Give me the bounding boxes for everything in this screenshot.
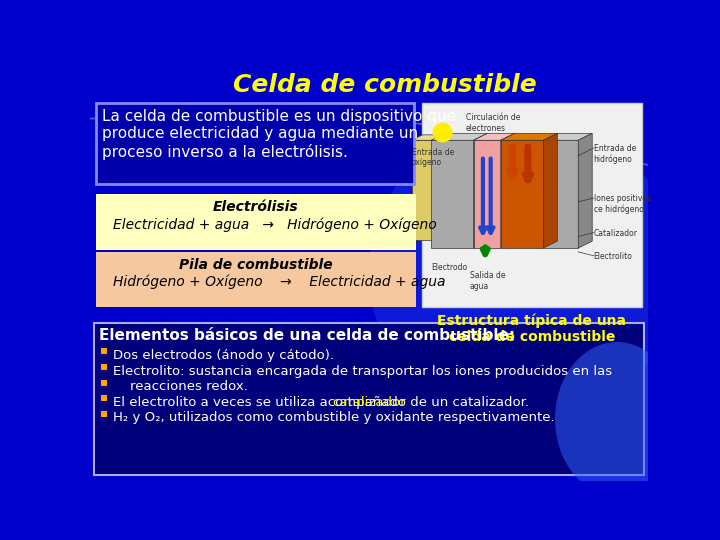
- Text: reacciones redox.: reacciones redox.: [113, 381, 248, 394]
- Text: La celda de combustible es un dispositivo que
produce electricidad y agua median: La celda de combustible es un dispositiv…: [102, 109, 456, 160]
- Polygon shape: [431, 140, 474, 248]
- Text: Electrodo: Electrodo: [431, 264, 467, 273]
- Polygon shape: [433, 135, 444, 240]
- Polygon shape: [412, 135, 444, 140]
- Text: Catalizador: Catalizador: [594, 229, 638, 238]
- Text: Electricidad + agua   →   Hidrógeno + Oxígeno: Electricidad + agua → Hidrógeno + Oxígen…: [113, 218, 437, 232]
- Text: Pila de combustible: Pila de combustible: [179, 258, 333, 272]
- Text: Dos electrodos (ánodo y cátodo).: Dos electrodos (ánodo y cátodo).: [113, 349, 334, 362]
- Polygon shape: [500, 140, 544, 248]
- FancyBboxPatch shape: [94, 323, 644, 475]
- Polygon shape: [431, 133, 487, 140]
- Polygon shape: [578, 133, 593, 248]
- Text: Estructura típica de una
celda de combustible: Estructura típica de una celda de combus…: [437, 314, 626, 344]
- Polygon shape: [474, 140, 500, 248]
- Text: catalizador: catalizador: [333, 396, 406, 409]
- Text: Celda de combustible: Celda de combustible: [233, 73, 536, 97]
- FancyBboxPatch shape: [101, 348, 107, 354]
- FancyBboxPatch shape: [96, 194, 416, 249]
- Text: Electrolito: sustancia encargada de transportar los iones producidos en las: Electrolito: sustancia encargada de tran…: [113, 365, 613, 378]
- Text: H₂ y O₂, utilizados como combustible y oxidante respectivamente.: H₂ y O₂, utilizados como combustible y o…: [113, 411, 555, 424]
- Polygon shape: [500, 133, 515, 248]
- Circle shape: [433, 123, 452, 142]
- Text: Entrada de
hidrógeno: Entrada de hidrógeno: [594, 144, 636, 164]
- FancyBboxPatch shape: [422, 103, 642, 307]
- Polygon shape: [544, 133, 593, 140]
- Polygon shape: [544, 140, 578, 248]
- Polygon shape: [500, 133, 557, 140]
- Text: Circulación de
electrones: Circulación de electrones: [466, 113, 521, 133]
- Ellipse shape: [369, 119, 679, 427]
- Text: Iones positivos
ce hidrógeno: Iones positivos ce hidrógeno: [594, 194, 651, 214]
- FancyBboxPatch shape: [96, 252, 416, 307]
- Polygon shape: [412, 140, 433, 240]
- FancyBboxPatch shape: [101, 410, 107, 417]
- Text: Hidrógeno + Oxígeno    →    Electricidad + agua: Hidrógeno + Oxígeno → Electricidad + agu…: [113, 275, 446, 289]
- Text: Entrada de
oxígeno: Entrada de oxígeno: [412, 148, 454, 167]
- Text: Electrolito: Electrolito: [594, 252, 633, 261]
- Text: Elementos básicos de una celda de combustible:: Elementos básicos de una celda de combus…: [99, 328, 516, 343]
- FancyBboxPatch shape: [101, 395, 107, 401]
- Polygon shape: [544, 133, 557, 248]
- FancyBboxPatch shape: [101, 364, 107, 370]
- Text: Salida de
agua: Salida de agua: [469, 271, 505, 291]
- Polygon shape: [474, 133, 487, 248]
- Polygon shape: [474, 133, 515, 140]
- Text: Electrólisis: Electrólisis: [213, 200, 299, 214]
- Ellipse shape: [555, 342, 679, 496]
- FancyBboxPatch shape: [96, 103, 414, 184]
- Text: El electrolito a veces se utiliza acompañado de un catalizador.: El electrolito a veces se utiliza acompa…: [113, 396, 529, 409]
- FancyBboxPatch shape: [101, 380, 107, 386]
